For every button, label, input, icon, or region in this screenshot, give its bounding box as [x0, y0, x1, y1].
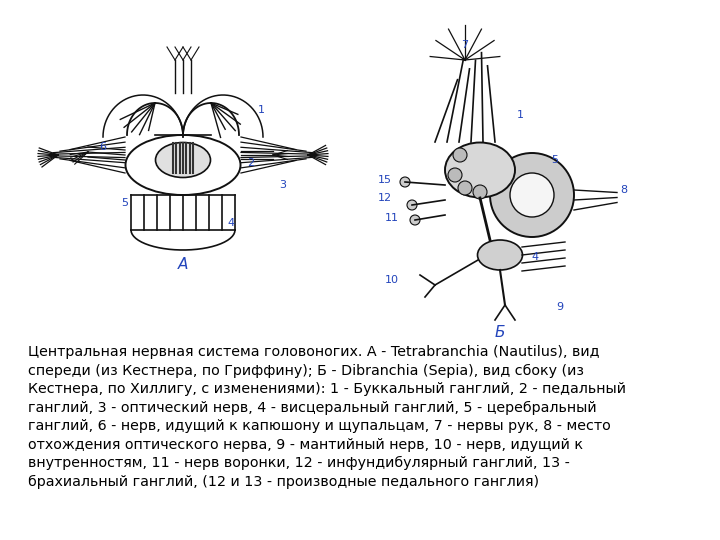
Ellipse shape [445, 143, 515, 198]
Text: ганглий, 6 - нерв, идущий к капюшону и щупальцам, 7 - нервы рук, 8 - место: ганглий, 6 - нерв, идущий к капюшону и щ… [28, 419, 611, 433]
Ellipse shape [156, 143, 210, 178]
Text: Кестнера, по Хиллигу, с изменениями): 1 - Буккальный ганглий, 2 - педальный: Кестнера, по Хиллигу, с изменениями): 1 … [28, 382, 626, 396]
Text: 9: 9 [557, 302, 564, 312]
Text: 5: 5 [552, 155, 559, 165]
Text: 5: 5 [122, 198, 128, 208]
Text: отхождения оптического нерва, 9 - мантийный нерв, 10 - нерв, идущий к: отхождения оптического нерва, 9 - мантий… [28, 437, 583, 451]
Text: ганглий, 3 - оптический нерв, 4 - висцеральный ганглий, 5 - церебральный: ганглий, 3 - оптический нерв, 4 - висцер… [28, 401, 597, 415]
Text: брахиальный ганглий, (12 и 13 - производные педального ганглия): брахиальный ганглий, (12 и 13 - производ… [28, 475, 539, 489]
Text: 15: 15 [378, 175, 392, 185]
Text: внутренностям, 11 - нерв воронки, 12 - инфундибулярный ганглий, 13 -: внутренностям, 11 - нерв воронки, 12 - и… [28, 456, 570, 470]
Text: 10: 10 [385, 275, 399, 285]
Circle shape [473, 185, 487, 199]
Text: 12: 12 [378, 193, 392, 203]
Circle shape [453, 148, 467, 162]
Text: Б: Б [495, 325, 505, 340]
Text: 8: 8 [621, 185, 628, 195]
Circle shape [448, 168, 462, 182]
Circle shape [410, 215, 420, 225]
Text: А: А [178, 257, 188, 272]
Circle shape [400, 177, 410, 187]
Circle shape [490, 153, 574, 237]
Circle shape [407, 200, 417, 210]
Circle shape [458, 181, 472, 195]
Text: 3: 3 [279, 180, 287, 190]
Text: 2: 2 [248, 158, 255, 168]
Text: 11: 11 [385, 213, 399, 223]
Text: 6: 6 [99, 142, 107, 152]
Text: Центральная нервная система головоногих. А - Tetrabranchia (Nautilus), вид: Центральная нервная система головоногих.… [28, 345, 600, 359]
Text: спереди (из Кестнера, по Гриффину); Б - Dibranchia (Sepia), вид сбоку (из: спереди (из Кестнера, по Гриффину); Б - … [28, 363, 584, 377]
Circle shape [510, 173, 554, 217]
Text: 1: 1 [516, 110, 523, 120]
Ellipse shape [477, 240, 523, 270]
Text: 7: 7 [462, 40, 469, 50]
Text: 1: 1 [258, 105, 264, 115]
Text: 4: 4 [531, 252, 539, 262]
Text: 4: 4 [228, 218, 235, 228]
